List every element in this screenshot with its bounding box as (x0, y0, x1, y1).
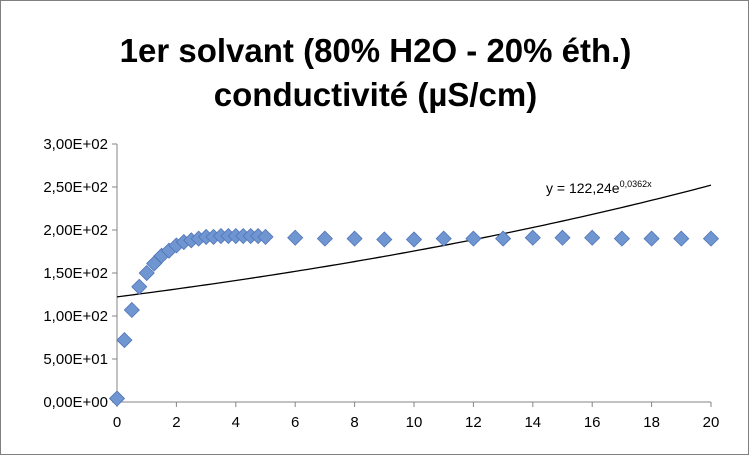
y-tick-label: 1,50E+02 (43, 265, 108, 282)
chart-title-line-1: 1er solvant (80% H2O - 20% éth.) (119, 32, 632, 69)
x-tick-label: 0 (113, 414, 121, 431)
data-point (702, 230, 720, 247)
x-tick-label: 6 (291, 414, 299, 431)
y-tick-label: 3,00E+02 (43, 136, 108, 153)
data-point (405, 231, 423, 248)
y-tick-label: 5,00E+01 (43, 351, 108, 368)
chart-title-line-2: conductivité (µS/cm) (213, 76, 538, 113)
y-tick-label: 1,00E+02 (43, 308, 108, 325)
x-tick-label: 8 (350, 414, 358, 431)
data-point (138, 264, 155, 282)
data-point (465, 230, 482, 247)
data-point (613, 230, 630, 247)
x-tick-label: 16 (584, 414, 601, 431)
data-point (116, 332, 133, 349)
data-point (108, 390, 126, 407)
data-point (131, 278, 148, 295)
x-tick-label: 20 (703, 414, 720, 431)
chart-title: 1er solvant (80% H2O - 20% éth.) conduct… (1, 29, 749, 117)
x-tick-label: 18 (643, 414, 660, 431)
y-tick-label: 2,00E+02 (43, 222, 108, 239)
data-point (346, 230, 363, 247)
data-point (673, 230, 690, 247)
data-point (257, 228, 274, 245)
data-point (287, 229, 304, 246)
data-point (643, 230, 660, 247)
x-tick-label: 14 (524, 414, 541, 431)
data-point (495, 230, 512, 247)
data-point (376, 231, 393, 248)
y-tick-label: 2,50E+02 (43, 179, 108, 196)
trendline-equation: y = 122,24e0,0362x (546, 179, 652, 196)
x-tick-label: 2 (172, 414, 180, 431)
x-tick-label: 12 (465, 414, 482, 431)
data-point (435, 230, 452, 247)
data-point (123, 301, 140, 319)
trendline (116, 184, 712, 298)
data-point (316, 230, 333, 247)
data-point (524, 229, 541, 246)
x-tick-label: 4 (232, 414, 240, 431)
data-point (584, 229, 601, 246)
y-tick-label: 0,00E+00 (43, 394, 108, 411)
data-point (554, 229, 571, 246)
x-tick-label: 10 (406, 414, 423, 431)
